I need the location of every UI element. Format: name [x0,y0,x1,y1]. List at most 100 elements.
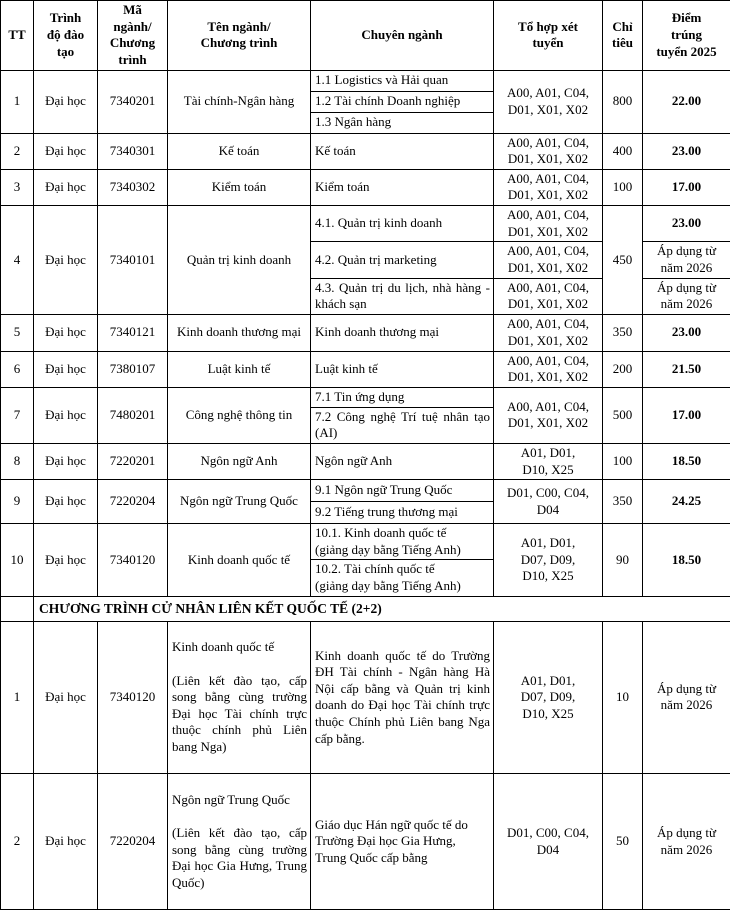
col-header-combination: Tổ hợp xét tuyển [494,1,603,71]
spec-cell: Giáo dục Hán ngữ quốc tế do Trường Đại h… [311,774,494,910]
combination-cell: A00, A01, C04, D01, X01, X02 [494,314,603,351]
score-cell: 22.00 [643,70,730,133]
major-cell: Kế toán [168,133,311,169]
spec-cell: 7.2 Công nghệ Trí tuệ nhân tạo (AI) [311,407,494,443]
level-cell: Đại học [34,206,98,315]
score-cell: 23.00 [643,133,730,169]
col-header-score: Điểm trúng tuyển 2025 [643,1,730,71]
table-row: 8 Đại học 7220201 Ngôn ngữ Anh Ngôn ngữ … [1,443,730,479]
level-cell: Đại học [34,443,98,479]
tt-cell: 10 [1,524,34,597]
score-cell: 17.00 [643,169,730,205]
combination-cell: A00, A01, C04, D01, X01, X02 [494,351,603,387]
table-row: 7 Đại học 7480201 Công nghệ thông tin 7.… [1,388,730,408]
quota-cell: 350 [603,314,643,351]
tt-cell: 1 [1,70,34,133]
code-cell: 7380107 [98,351,168,387]
col-header-quota: Chỉ tiêu [603,1,643,71]
col-header-code: Mã ngành/ Chương trình [98,1,168,71]
score-cell: 18.50 [643,443,730,479]
col-header-specialization: Chuyên ngành [311,1,494,71]
empty-cell [1,596,34,621]
table-row: 3 Đại học 7340302 Kiểm toán Kiểm toán A0… [1,169,730,205]
spec-cell: 4.2. Quản trị marketing [311,242,494,278]
code-cell: 7340301 [98,133,168,169]
combination-cell: A00, A01, C04, D01, X01, X02 [494,242,603,278]
table-row: 9 Đại học 7220204 Ngôn ngữ Trung Quốc 9.… [1,480,730,502]
score-cell: 18.50 [643,524,730,597]
score-cell: Áp dụng từ năm 2026 [643,242,730,278]
col-header-level: Trình độ đào tạo [34,1,98,71]
level-cell: Đại học [34,621,98,774]
tt-cell: 9 [1,480,34,524]
spec-cell: 9.1 Ngôn ngữ Trung Quốc [311,480,494,502]
combination-cell: A00, A01, C04, D01, X01, X02 [494,169,603,205]
code-cell: 7340120 [98,524,168,597]
level-cell: Đại học [34,314,98,351]
major-name: Kinh doanh quốc tế [172,639,307,656]
table-row: 1 Đại học 7340120 Kinh doanh quốc tế (Li… [1,621,730,774]
table-row: 1 Đại học 7340201 Tài chính-Ngân hàng 1.… [1,70,730,91]
level-cell: Đại học [34,133,98,169]
level-cell: Đại học [34,351,98,387]
major-cell: Luật kinh tế [168,351,311,387]
header-row: TT Trình độ đào tạo Mã ngành/ Chương trì… [1,1,730,71]
quota-cell: 10 [603,621,643,774]
quota-cell: 90 [603,524,643,597]
quota-cell: 350 [603,480,643,524]
col-header-major: Tên ngành/ Chương trình [168,1,311,71]
score-cell: 17.00 [643,388,730,444]
combination-cell: A00, A01, C04, D01, X01, X02 [494,206,603,242]
col-header-tt: TT [1,1,34,71]
section-header-row: CHƯƠNG TRÌNH CỬ NHÂN LIÊN KẾT QUỐC TẾ (2… [1,596,730,621]
code-cell: 7220201 [98,443,168,479]
code-cell: 7340201 [98,70,168,133]
major-cell: Ngôn ngữ Trung Quốc (Liên kết đào tạo, c… [168,774,311,910]
level-cell: Đại học [34,388,98,444]
tt-cell: 7 [1,388,34,444]
code-cell: 7340120 [98,621,168,774]
combination-cell: A00, A01, C04, D01, X01, X02 [494,388,603,444]
spec-cell: 7.1 Tin ứng dụng [311,388,494,408]
quota-cell: 800 [603,70,643,133]
spec-cell: 4.3. Quản trị du lịch, nhà hàng - khách … [311,278,494,314]
score-cell: Áp dụng từ năm 2026 [643,621,730,774]
spec-cell: Kinh doanh quốc tế do Trường ĐH Tài chín… [311,621,494,774]
table-row: 2 Đại học 7340301 Kế toán Kế toán A00, A… [1,133,730,169]
combination-cell: D01, C00, C04, D04 [494,774,603,910]
score-cell: Áp dụng từ năm 2026 [643,774,730,910]
spec-cell: Ngôn ngữ Anh [311,443,494,479]
major-cell: Ngôn ngữ Trung Quốc [168,480,311,524]
level-cell: Đại học [34,70,98,133]
code-cell: 7480201 [98,388,168,444]
spec-cell: 9.2 Tiếng trung thương mại [311,502,494,524]
major-cell: Kinh doanh quốc tế [168,524,311,597]
score-cell: 21.50 [643,351,730,387]
spec-cell: 10.1. Kinh doanh quốc tế (giảng dạy bằng… [311,524,494,560]
score-cell: Áp dụng từ năm 2026 [643,278,730,314]
combination-cell: A01, D01, D07, D09, D10, X25 [494,524,603,597]
quota-cell: 500 [603,388,643,444]
quota-cell: 450 [603,206,643,315]
quota-cell: 100 [603,169,643,205]
table-row: 5 Đại học 7340121 Kinh doanh thương mại … [1,314,730,351]
code-cell: 7220204 [98,774,168,910]
section-title: CHƯƠNG TRÌNH CỬ NHÂN LIÊN KẾT QUỐC TẾ (2… [34,596,730,621]
code-cell: 7340302 [98,169,168,205]
score-cell: 24.25 [643,480,730,524]
spec-cell: 4.1. Quản trị kinh doanh [311,206,494,242]
major-cell: Công nghệ thông tin [168,388,311,444]
spec-cell: 1.2 Tài chính Doanh nghiệp [311,91,494,112]
tt-cell: 1 [1,621,34,774]
tt-cell: 8 [1,443,34,479]
spec-cell: 10.2. Tài chính quốc tế (giảng dạy bằng … [311,560,494,596]
level-cell: Đại học [34,480,98,524]
table-row: 6 Đại học 7380107 Luật kinh tế Luật kinh… [1,351,730,387]
major-note: (Liên kết đào tạo, cấp song bằng cùng tr… [172,825,307,892]
tt-cell: 2 [1,774,34,910]
table-row: 10 Đại học 7340120 Kinh doanh quốc tế 10… [1,524,730,560]
tt-cell: 3 [1,169,34,205]
spec-cell: 1.1 Logistics và Hải quan [311,70,494,91]
combination-cell: A01, D01, D07, D09, D10, X25 [494,621,603,774]
